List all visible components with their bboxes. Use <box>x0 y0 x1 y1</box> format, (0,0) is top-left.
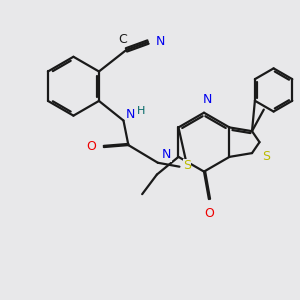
Text: O: O <box>204 207 214 220</box>
Text: S: S <box>262 150 270 163</box>
Text: N: N <box>203 93 213 106</box>
Text: N: N <box>162 148 171 161</box>
Text: H: H <box>137 106 146 116</box>
Text: N: N <box>125 108 135 121</box>
Text: C: C <box>118 33 127 46</box>
Text: O: O <box>86 140 96 153</box>
Text: S: S <box>183 159 191 172</box>
Text: N: N <box>156 34 165 48</box>
